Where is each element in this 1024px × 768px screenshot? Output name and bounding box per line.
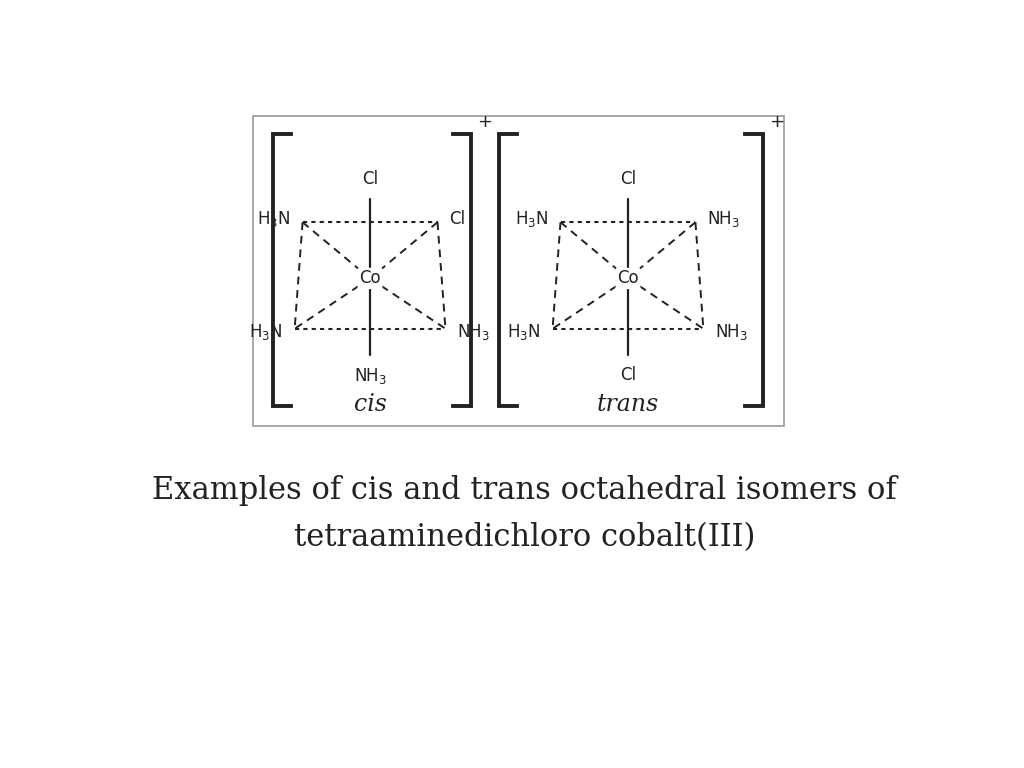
- Text: tetraaminedichloro cobalt(III): tetraaminedichloro cobalt(III): [294, 522, 756, 554]
- Text: trans: trans: [597, 392, 659, 415]
- Text: Cl: Cl: [620, 170, 636, 188]
- Text: H$_3$N: H$_3$N: [249, 322, 283, 342]
- Text: H$_3$N: H$_3$N: [257, 210, 291, 230]
- Text: NH$_3$: NH$_3$: [353, 366, 386, 386]
- Text: NH$_3$: NH$_3$: [708, 210, 740, 230]
- Text: Examples of cis and trans octahedral isomers of: Examples of cis and trans octahedral iso…: [153, 475, 897, 506]
- Text: Co: Co: [617, 270, 639, 287]
- Text: NH$_3$: NH$_3$: [458, 322, 490, 342]
- Text: H$_3$N: H$_3$N: [507, 322, 541, 342]
- Text: Cl: Cl: [620, 366, 636, 384]
- Text: NH$_3$: NH$_3$: [715, 322, 749, 342]
- Text: +: +: [477, 113, 493, 131]
- Text: +: +: [769, 113, 784, 131]
- Text: H$_3$N: H$_3$N: [515, 210, 549, 230]
- Text: cis: cis: [353, 392, 386, 415]
- Text: Cl: Cl: [450, 210, 466, 228]
- FancyBboxPatch shape: [253, 116, 783, 426]
- Text: Cl: Cl: [362, 170, 378, 188]
- Text: Co: Co: [359, 270, 381, 287]
